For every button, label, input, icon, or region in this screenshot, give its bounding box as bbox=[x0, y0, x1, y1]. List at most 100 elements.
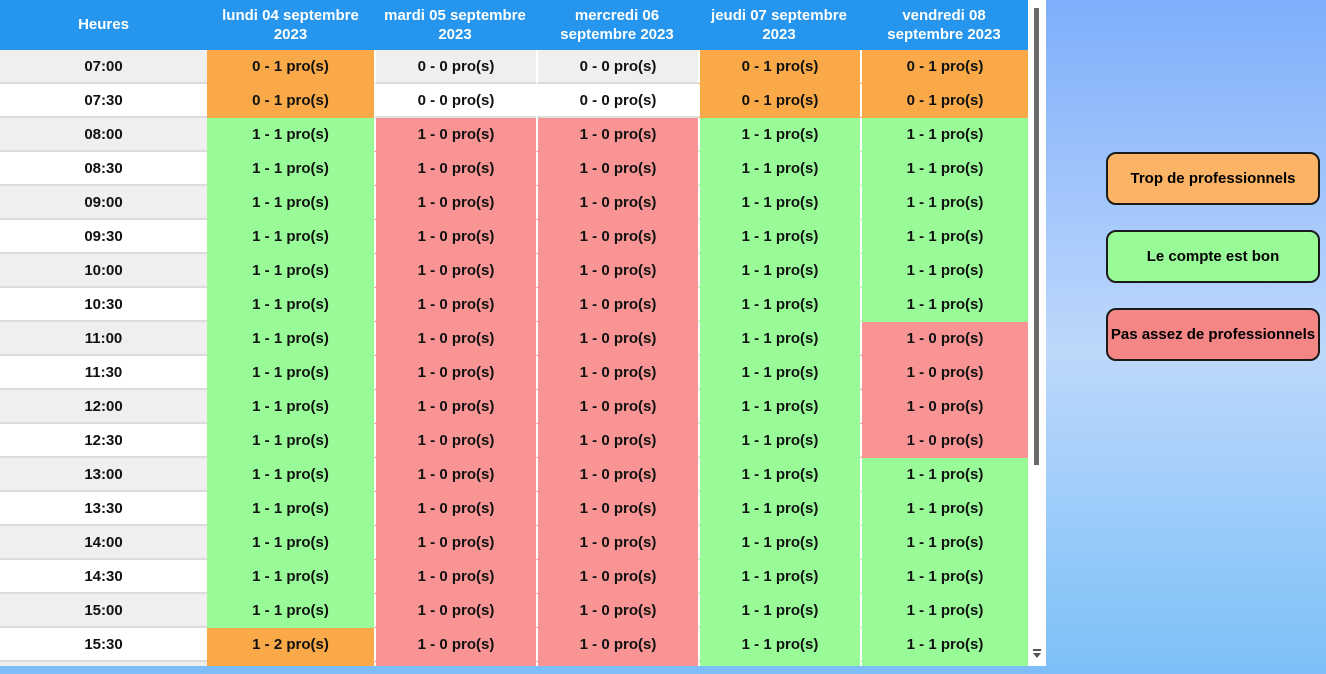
schedule-cell[interactable]: 1 - 0 pro(s) bbox=[860, 390, 1028, 424]
schedule-cell[interactable]: 1 - 0 pro(s) bbox=[374, 288, 536, 322]
schedule-cell[interactable]: 1 - 1 pro(s) bbox=[698, 526, 860, 560]
schedule-cell[interactable]: 1 - 1 pro(s) bbox=[698, 628, 860, 662]
schedule-cell[interactable]: 1 - 0 pro(s) bbox=[374, 628, 536, 662]
schedule-cell[interactable]: 1 - 1 pro(s) bbox=[860, 288, 1028, 322]
schedule-cell[interactable] bbox=[536, 662, 698, 666]
schedule-cell[interactable]: 1 - 1 pro(s) bbox=[860, 594, 1028, 628]
schedule-cell[interactable]: 1 - 2 pro(s) bbox=[207, 628, 374, 662]
schedule-cell[interactable]: 1 - 0 pro(s) bbox=[536, 186, 698, 220]
schedule-cell[interactable]: 1 - 1 pro(s) bbox=[698, 560, 860, 594]
schedule-cell[interactable]: 1 - 1 pro(s) bbox=[207, 560, 374, 594]
schedule-cell[interactable]: 1 - 0 pro(s) bbox=[536, 322, 698, 356]
schedule-cell[interactable]: 1 - 0 pro(s) bbox=[536, 390, 698, 424]
schedule-cell[interactable]: 1 - 0 pro(s) bbox=[374, 220, 536, 254]
schedule-cell[interactable]: 1 - 0 pro(s) bbox=[374, 594, 536, 628]
schedule-cell[interactable]: 0 - 1 pro(s) bbox=[207, 50, 374, 84]
schedule-cell[interactable]: 1 - 0 pro(s) bbox=[536, 288, 698, 322]
schedule-cell[interactable]: 1 - 0 pro(s) bbox=[536, 254, 698, 288]
schedule-cell[interactable]: 1 - 1 pro(s) bbox=[698, 356, 860, 390]
schedule-cell[interactable]: 1 - 1 pro(s) bbox=[860, 560, 1028, 594]
schedule-cell[interactable]: 1 - 1 pro(s) bbox=[860, 526, 1028, 560]
schedule-cell[interactable]: 1 - 1 pro(s) bbox=[207, 186, 374, 220]
schedule-cell[interactable]: 1 - 0 pro(s) bbox=[536, 424, 698, 458]
schedule-cell[interactable]: 1 - 0 pro(s) bbox=[374, 254, 536, 288]
schedule-cell[interactable]: 0 - 1 pro(s) bbox=[860, 50, 1028, 84]
schedule-cell[interactable]: 1 - 1 pro(s) bbox=[698, 152, 860, 186]
schedule-cell[interactable]: 1 - 0 pro(s) bbox=[536, 118, 698, 152]
schedule-cell[interactable]: 1 - 1 pro(s) bbox=[698, 424, 860, 458]
schedule-cell[interactable]: 1 - 0 pro(s) bbox=[374, 424, 536, 458]
schedule-cell[interactable]: 1 - 1 pro(s) bbox=[698, 254, 860, 288]
schedule-cell[interactable]: 1 - 0 pro(s) bbox=[374, 322, 536, 356]
schedule-cell[interactable]: 1 - 1 pro(s) bbox=[860, 492, 1028, 526]
schedule-cell[interactable]: 1 - 1 pro(s) bbox=[207, 526, 374, 560]
schedule-cell[interactable]: 1 - 0 pro(s) bbox=[536, 594, 698, 628]
schedule-cell[interactable]: 1 - 0 pro(s) bbox=[374, 492, 536, 526]
schedule-cell[interactable]: 1 - 1 pro(s) bbox=[207, 424, 374, 458]
schedule-cell[interactable]: 0 - 1 pro(s) bbox=[698, 84, 860, 118]
schedule-cell[interactable]: 1 - 1 pro(s) bbox=[860, 186, 1028, 220]
schedule-cell[interactable]: 1 - 1 pro(s) bbox=[207, 254, 374, 288]
schedule-cell[interactable]: 1 - 1 pro(s) bbox=[207, 458, 374, 492]
schedule-cell[interactable]: 0 - 1 pro(s) bbox=[860, 84, 1028, 118]
schedule-cell[interactable]: 1 - 0 pro(s) bbox=[374, 458, 536, 492]
schedule-cell[interactable] bbox=[698, 662, 860, 666]
schedule-cell[interactable]: 1 - 0 pro(s) bbox=[860, 356, 1028, 390]
schedule-cell[interactable]: 1 - 1 pro(s) bbox=[698, 594, 860, 628]
schedule-cell[interactable]: 1 - 1 pro(s) bbox=[207, 356, 374, 390]
schedule-cell[interactable]: 1 - 1 pro(s) bbox=[207, 390, 374, 424]
schedule-cell[interactable]: 0 - 0 pro(s) bbox=[374, 50, 536, 84]
schedule-cell[interactable]: 1 - 1 pro(s) bbox=[207, 492, 374, 526]
schedule-cell[interactable]: 1 - 1 pro(s) bbox=[207, 288, 374, 322]
schedule-cell[interactable]: 1 - 0 pro(s) bbox=[536, 526, 698, 560]
schedule-cell[interactable]: 1 - 1 pro(s) bbox=[698, 390, 860, 424]
schedule-cell[interactable]: 1 - 1 pro(s) bbox=[698, 492, 860, 526]
schedule-cell[interactable]: 1 - 0 pro(s) bbox=[374, 356, 536, 390]
schedule-cell[interactable]: 1 - 1 pro(s) bbox=[698, 186, 860, 220]
schedule-cell[interactable]: 1 - 0 pro(s) bbox=[374, 118, 536, 152]
schedule-cell[interactable] bbox=[860, 662, 1028, 666]
schedule-cell[interactable]: 1 - 1 pro(s) bbox=[860, 254, 1028, 288]
schedule-cell[interactable]: 1 - 0 pro(s) bbox=[536, 152, 698, 186]
schedule-cell[interactable]: 0 - 1 pro(s) bbox=[698, 50, 860, 84]
schedule-cell[interactable]: 0 - 0 pro(s) bbox=[536, 50, 698, 84]
schedule-cell[interactable]: 1 - 1 pro(s) bbox=[698, 288, 860, 322]
schedule-cell[interactable]: 1 - 1 pro(s) bbox=[207, 220, 374, 254]
scrollbar-down-arrow-icon[interactable] bbox=[1032, 649, 1042, 659]
schedule-cell[interactable]: 1 - 0 pro(s) bbox=[374, 560, 536, 594]
schedule-cell[interactable] bbox=[207, 662, 374, 666]
scrollbar-thumb[interactable] bbox=[1034, 8, 1039, 465]
schedule-cell[interactable]: 1 - 1 pro(s) bbox=[698, 322, 860, 356]
schedule-cell[interactable]: 1 - 0 pro(s) bbox=[374, 526, 536, 560]
schedule-cell[interactable]: 1 - 1 pro(s) bbox=[698, 220, 860, 254]
schedule-cell[interactable]: 1 - 1 pro(s) bbox=[207, 152, 374, 186]
schedule-cell[interactable]: 0 - 0 pro(s) bbox=[374, 84, 536, 118]
legend-not-enough-pros-button[interactable]: Pas assez de professionnels bbox=[1106, 308, 1320, 361]
schedule-cell[interactable]: 1 - 0 pro(s) bbox=[374, 390, 536, 424]
schedule-cell[interactable]: 1 - 1 pro(s) bbox=[860, 628, 1028, 662]
schedule-cell[interactable]: 1 - 0 pro(s) bbox=[536, 458, 698, 492]
legend-count-ok-button[interactable]: Le compte est bon bbox=[1106, 230, 1320, 283]
schedule-cell[interactable]: 1 - 0 pro(s) bbox=[536, 356, 698, 390]
schedule-cell[interactable]: 1 - 1 pro(s) bbox=[207, 594, 374, 628]
schedule-cell[interactable]: 1 - 0 pro(s) bbox=[536, 560, 698, 594]
schedule-cell[interactable]: 1 - 1 pro(s) bbox=[207, 322, 374, 356]
schedule-cell[interactable]: 1 - 1 pro(s) bbox=[860, 458, 1028, 492]
schedule-cell[interactable]: 0 - 0 pro(s) bbox=[536, 84, 698, 118]
schedule-cell[interactable]: 1 - 0 pro(s) bbox=[860, 322, 1028, 356]
schedule-cell[interactable]: 1 - 1 pro(s) bbox=[698, 118, 860, 152]
horizontal-scrollbar[interactable] bbox=[0, 666, 1326, 674]
vertical-scrollbar[interactable] bbox=[1028, 0, 1046, 666]
schedule-cell[interactable]: 1 - 1 pro(s) bbox=[207, 118, 374, 152]
schedule-cell[interactable] bbox=[374, 662, 536, 666]
schedule-cell[interactable]: 1 - 1 pro(s) bbox=[698, 458, 860, 492]
legend-too-many-pros-button[interactable]: Trop de professionnels bbox=[1106, 152, 1320, 205]
schedule-cell[interactable]: 1 - 0 pro(s) bbox=[536, 220, 698, 254]
schedule-cell[interactable]: 1 - 0 pro(s) bbox=[536, 492, 698, 526]
schedule-cell[interactable]: 1 - 0 pro(s) bbox=[860, 424, 1028, 458]
schedule-cell[interactable]: 0 - 1 pro(s) bbox=[207, 84, 374, 118]
schedule-cell[interactable]: 1 - 1 pro(s) bbox=[860, 220, 1028, 254]
schedule-cell[interactable]: 1 - 1 pro(s) bbox=[860, 118, 1028, 152]
schedule-cell[interactable]: 1 - 1 pro(s) bbox=[860, 152, 1028, 186]
schedule-cell[interactable]: 1 - 0 pro(s) bbox=[374, 186, 536, 220]
